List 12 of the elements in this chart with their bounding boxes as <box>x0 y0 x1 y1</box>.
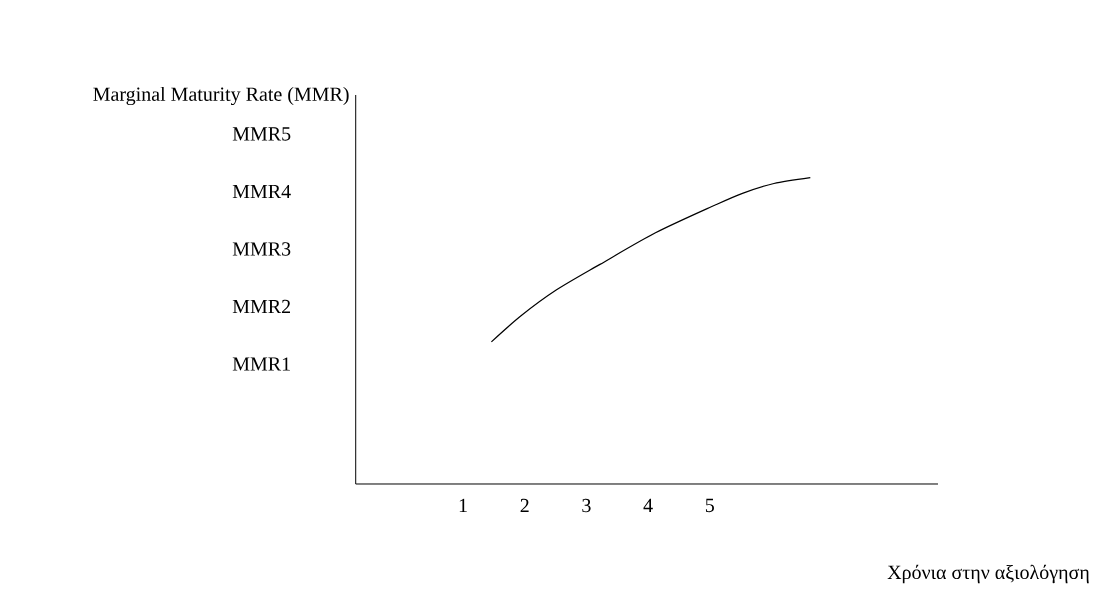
text: MMR1 <box>232 357 290 371</box>
text: MMR4 <box>232 184 291 199</box>
x-tick-label: 1 <box>459 498 467 513</box>
text: MMR5 <box>232 127 291 141</box>
x-tick-label: 3 <box>582 498 591 513</box>
y-axis-title: Marginal Maturity Rate (MMR) <box>93 86 349 106</box>
x-tick-label: 2 <box>520 498 529 513</box>
text: MMR3 <box>232 242 291 256</box>
x-tick-label: 4 <box>643 498 653 513</box>
text: MMR2 <box>232 299 290 314</box>
x-axis-title: Χρόνια στην αξιολόγηση <box>887 564 1089 584</box>
x-tick-label: 5 <box>705 498 714 513</box>
